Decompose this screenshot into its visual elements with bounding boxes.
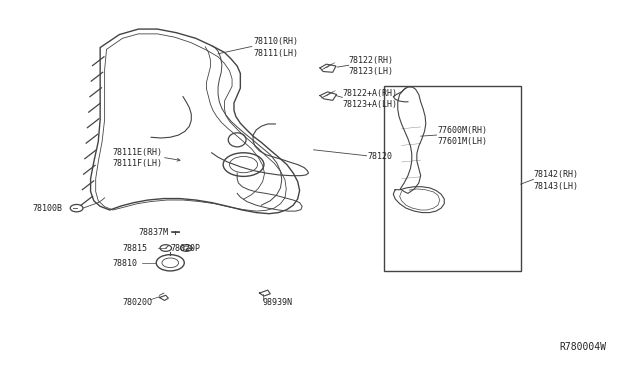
Text: 78810: 78810 [113, 259, 138, 268]
Text: 78100B: 78100B [32, 203, 62, 213]
Text: 78837M: 78837M [138, 228, 168, 237]
Text: R780004W: R780004W [559, 341, 606, 352]
Text: 78020O: 78020O [122, 298, 152, 307]
Text: 78122(RH)
78123(LH): 78122(RH) 78123(LH) [349, 56, 394, 76]
Text: 78815: 78815 [122, 244, 147, 253]
Bar [384, 86, 521, 271]
Text: 98939N: 98939N [262, 298, 292, 307]
Text: 78111E(RH)
78111F(LH): 78111E(RH) 78111F(LH) [113, 148, 163, 169]
Text: 77600M(RH)
77601M(LH): 77600M(RH) 77601M(LH) [438, 126, 488, 146]
Text: 78110(RH)
78111(LH): 78110(RH) 78111(LH) [253, 38, 298, 58]
Text: 78020P: 78020P [170, 244, 200, 253]
Text: 78142(RH)
78143(LH): 78142(RH) 78143(LH) [534, 170, 579, 190]
Text: 78120: 78120 [368, 152, 393, 161]
Text: 78122+A(RH)
78123+A(LH): 78122+A(RH) 78123+A(LH) [342, 89, 397, 109]
